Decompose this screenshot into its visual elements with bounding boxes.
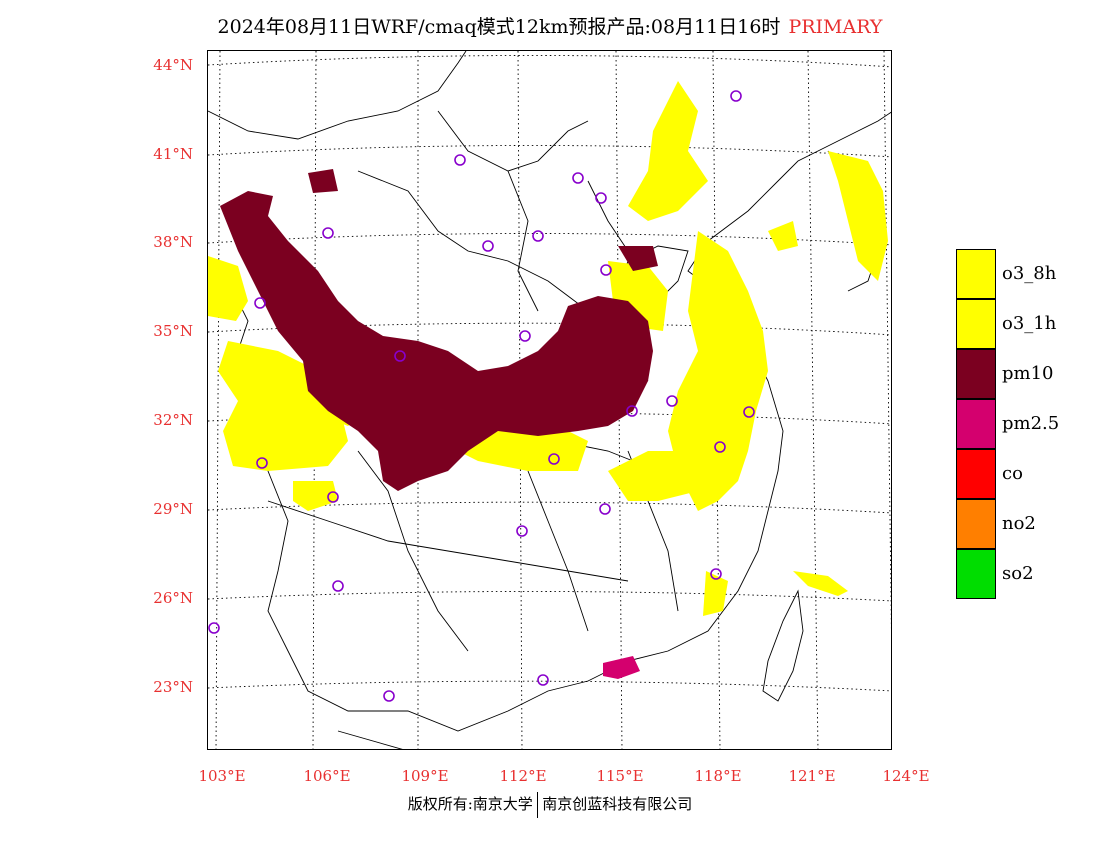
pm25-area <box>603 656 640 679</box>
legend-label: o3_8h <box>1002 263 1057 284</box>
lon-label: 115°E <box>596 767 644 785</box>
lon-label: 124°E <box>882 767 930 785</box>
legend-label: co <box>1002 463 1023 484</box>
legend-label: no2 <box>1002 513 1036 534</box>
map-canvas <box>208 51 891 749</box>
footer-right: 南京创蓝科技有限公司 <box>542 795 693 813</box>
lat-label: 32°N <box>153 411 193 429</box>
lon-label: 106°E <box>303 767 351 785</box>
legend-label: pm2.5 <box>1002 413 1060 434</box>
lat-label: 44°N <box>153 56 193 74</box>
legend-label: pm10 <box>1002 363 1054 384</box>
lat-label: 38°N <box>153 233 193 251</box>
lon-label: 118°E <box>694 767 742 785</box>
pm10-area <box>220 169 658 491</box>
legend-swatch <box>956 449 996 499</box>
title-main: 2024年08月11日WRF/cmaq模式12km预报产品:08月11日16时 <box>217 16 781 38</box>
copyright-footer: 版权所有:南京大学 南京创蓝科技有限公司 <box>0 792 1100 818</box>
map-title: 2024年08月11日WRF/cmaq模式12km预报产品:08月11日16时 P… <box>0 12 1100 39</box>
lat-label: 29°N <box>153 500 193 518</box>
footer-separator <box>536 792 539 818</box>
lat-label: 26°N <box>153 589 193 607</box>
forecast-map[interactable] <box>207 50 892 750</box>
title-tag: PRIMARY <box>788 16 883 38</box>
legend-swatch <box>956 349 996 399</box>
lat-label: 41°N <box>153 145 193 163</box>
lon-label: 112°E <box>499 767 547 785</box>
legend-swatch <box>956 399 996 449</box>
legend-label: o3_1h <box>1002 313 1057 334</box>
lon-label: 103°E <box>198 767 246 785</box>
boundary-lines <box>208 51 891 749</box>
lat-label: 23°N <box>153 678 193 696</box>
lat-label: 35°N <box>153 322 193 340</box>
lon-label: 109°E <box>401 767 449 785</box>
legend-swatch <box>956 499 996 549</box>
station-markers <box>208 90 755 702</box>
legend-swatch <box>956 299 996 349</box>
legend-label: so2 <box>1002 563 1034 584</box>
legend-swatch <box>956 549 996 599</box>
legend-swatch <box>956 249 996 299</box>
lon-label: 121°E <box>788 767 836 785</box>
footer-left: 版权所有:南京大学 <box>407 795 533 813</box>
